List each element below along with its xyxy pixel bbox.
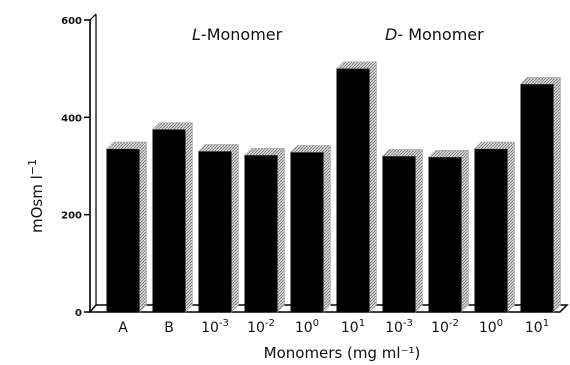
bar — [428, 157, 462, 312]
x-tick-label-exp: -3 — [403, 318, 413, 329]
x-tick-label: 10-3 — [201, 318, 229, 336]
x-tick-label-exp: 0 — [313, 318, 319, 329]
x-tick-label-base: 10 — [525, 320, 543, 336]
x-tick-label-base: 10 — [341, 320, 359, 336]
bar — [474, 148, 508, 312]
bar — [198, 151, 232, 312]
x-tick-label-base: 10 — [201, 320, 219, 336]
x-tick-label: 10-3 — [385, 318, 413, 336]
x-tick-label-base: 10 — [431, 320, 449, 336]
x-tick-label-exp: 1 — [359, 318, 365, 329]
y-tick-label: 0 — [75, 308, 82, 319]
x-tick-label-base: 10 — [295, 320, 313, 336]
x-tick-label-base: A — [118, 320, 128, 336]
bar — [152, 129, 186, 312]
x-tick-label-exp: 1 — [543, 318, 549, 329]
bar — [520, 84, 554, 313]
bar — [336, 68, 370, 313]
annotation-l-monomer: L-Monomer — [192, 25, 283, 44]
x-axis-label: Monomers (mg ml⁻¹) — [264, 344, 421, 362]
annotation-d-rest: - Monomer — [397, 25, 484, 44]
bar — [106, 148, 140, 312]
x-tick-label: 101 — [341, 318, 365, 336]
x-tick-label-exp: -2 — [449, 318, 459, 329]
annotation-l-letter: L — [192, 25, 201, 44]
x-tick-label-base: B — [164, 320, 174, 336]
y-axis-label: mOsm l−1 — [26, 159, 46, 233]
x-tick-label: B — [164, 320, 174, 336]
x-tick-label: 101 — [525, 318, 549, 336]
annotation-d-letter: D — [385, 25, 397, 44]
x-tick-label: 10-2 — [431, 318, 459, 336]
bar — [244, 155, 278, 312]
x-tick-label: 10-2 — [247, 318, 275, 336]
x-tick-label: 100 — [295, 318, 319, 336]
x-tick-label-exp: -2 — [265, 318, 275, 329]
y-axis — [89, 13, 97, 312]
x-tick-label-base: 10 — [385, 320, 403, 336]
x-category-labels: A B 10-3 10-2 100 101 10-3 10-2 100 101 — [118, 318, 549, 336]
x-tick-label: 100 — [479, 318, 503, 336]
y-axis-label-exp: −1 — [26, 159, 39, 175]
y-tick-label: 600 — [61, 16, 82, 27]
x-tick-label-base: 10 — [479, 320, 497, 336]
y-ticks: 0 200 400 600 — [61, 16, 90, 319]
annotation-l-rest: -Monomer — [201, 25, 283, 44]
y-tick-label: 200 — [61, 211, 82, 222]
y-tick-label: 400 — [61, 113, 82, 124]
annotation-d-monomer: D- Monomer — [385, 25, 484, 44]
bars — [105, 61, 561, 313]
x-tick-label-base: 10 — [247, 320, 265, 336]
bar — [382, 156, 416, 312]
y-axis-label-base: mOsm l — [28, 175, 46, 233]
x-tick-label-exp: 0 — [497, 318, 503, 329]
bar — [290, 152, 324, 312]
x-tick-label: A — [118, 320, 128, 336]
x-tick-label-exp: -3 — [219, 318, 229, 329]
